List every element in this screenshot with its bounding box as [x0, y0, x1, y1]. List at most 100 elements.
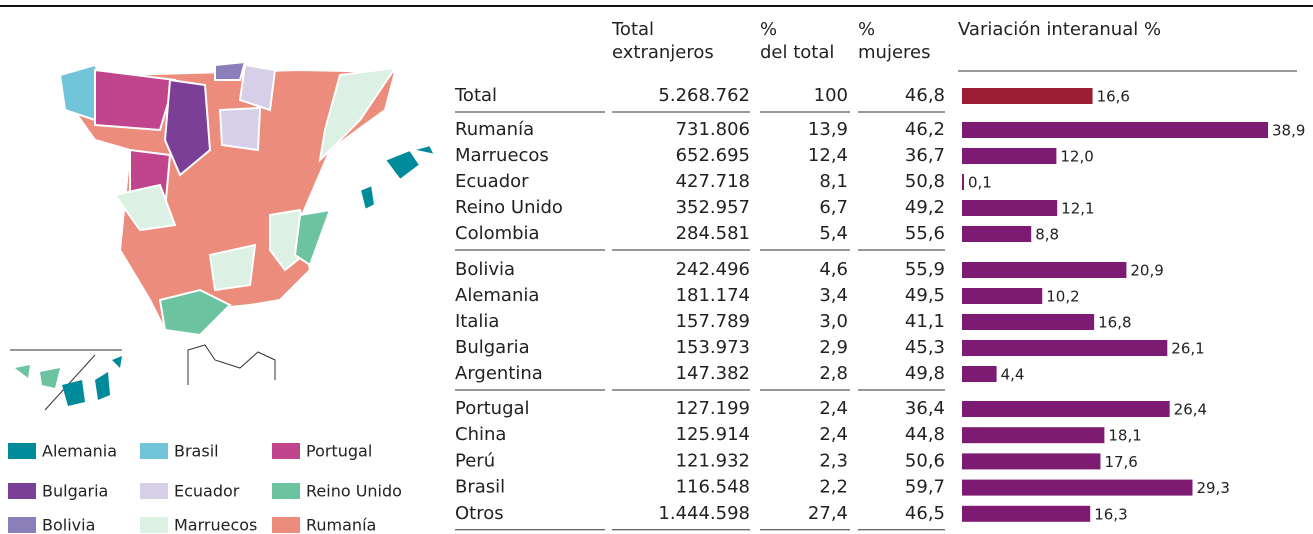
row-label: Total: [454, 85, 497, 106]
legend-swatch: [272, 483, 300, 499]
women-cell: 46,2: [905, 119, 945, 140]
total-cell: 147.382: [676, 363, 750, 384]
women-cell: 45,3: [905, 337, 945, 358]
women-cell: 46,5: [905, 503, 945, 524]
share-cell: 8,1: [819, 171, 848, 192]
row-label: Marruecos: [455, 145, 549, 166]
bar-label: 16,6: [1097, 88, 1130, 106]
row-label: Italia: [455, 311, 499, 332]
women-cell: 44,8: [905, 424, 945, 445]
share-cell: 27,4: [808, 503, 848, 524]
column-header: Total extranjeros: [611, 19, 714, 63]
share-cell: 5,4: [819, 223, 848, 244]
legend-swatch: [8, 443, 36, 459]
total-cell: 5.268.762: [658, 85, 750, 106]
women-cell: 36,7: [905, 145, 945, 166]
legend-swatch: [272, 443, 300, 459]
row-label: Ecuador: [455, 171, 529, 192]
bar: [962, 226, 1032, 242]
bar-label: 18,1: [1108, 427, 1141, 445]
bar-label: 29,3: [1196, 479, 1229, 497]
row-label: Reino Unido: [455, 197, 563, 218]
bar-label: 26,1: [1171, 340, 1204, 358]
women-cell: 55,6: [905, 223, 945, 244]
total-cell: 125.914: [676, 424, 750, 445]
legend-label: Ecuador: [174, 482, 240, 501]
bar-label: 16,8: [1098, 314, 1131, 332]
bar: [962, 401, 1170, 417]
bar: [962, 288, 1043, 304]
legend-swatch: [140, 483, 168, 499]
share-cell: 3,0: [819, 311, 848, 332]
women-cell: 49,8: [905, 363, 945, 384]
bar-label: 26,4: [1174, 401, 1207, 419]
bar: [962, 148, 1057, 164]
bar: [962, 314, 1095, 330]
bar-label: 8,8: [1035, 226, 1059, 244]
bar: [962, 340, 1168, 356]
share-cell: 12,4: [808, 145, 848, 166]
legend-swatch: [8, 517, 36, 533]
row-label: Rumanía: [455, 119, 534, 140]
share-cell: 6,7: [819, 197, 848, 218]
bar-label: 20,9: [1130, 262, 1163, 280]
row-label: China: [455, 424, 506, 445]
bar: [962, 200, 1058, 216]
legend-swatch: [140, 517, 168, 533]
legend-swatch: [140, 443, 168, 459]
legend-label: Marruecos: [174, 516, 257, 534]
women-cell: 50,8: [905, 171, 945, 192]
legend-label: Portugal: [306, 442, 372, 461]
total-cell: 153.973: [676, 337, 750, 358]
bar: [962, 453, 1101, 470]
legend-swatch: [272, 517, 300, 533]
row-label: Otros: [455, 503, 504, 524]
canary-inset: [10, 344, 276, 411]
bar-label: 0,1: [968, 174, 992, 192]
row-label: Bulgaria: [455, 337, 530, 358]
bar: [962, 174, 964, 190]
bar-label: 16,3: [1094, 505, 1127, 523]
bar-label: 38,9: [1272, 122, 1305, 140]
row-label: Alemania: [455, 285, 539, 306]
row-label: Portugal: [455, 398, 530, 419]
total-cell: 1.444.598: [658, 503, 750, 524]
bar: [962, 366, 997, 382]
women-cell: 50,6: [905, 450, 945, 471]
legend-label: Brasil: [174, 442, 219, 461]
bar: [962, 505, 1091, 522]
column-header: % mujeres: [858, 19, 930, 63]
map: [58, 60, 437, 337]
share-cell: 4,6: [819, 259, 848, 280]
legend-swatch: [8, 483, 36, 499]
women-cell: 55,9: [905, 259, 945, 280]
bar-label: 10,2: [1046, 288, 1079, 306]
legend-label: Bolivia: [42, 516, 95, 534]
bar-title: Variación interanual %: [958, 19, 1161, 40]
bar-label: 12,1: [1061, 200, 1094, 218]
share-cell: 2,9: [819, 337, 848, 358]
share-cell: 13,9: [808, 119, 848, 140]
women-cell: 49,5: [905, 285, 945, 306]
bar: [962, 122, 1268, 138]
row-label: Bolivia: [455, 259, 515, 280]
bar: [962, 88, 1093, 104]
legend-label: Reino Unido: [306, 482, 402, 501]
total-cell: 127.199: [676, 398, 750, 419]
share-cell: 2,4: [819, 398, 848, 419]
share-cell: 2,3: [819, 450, 848, 471]
row-label: Colombia: [455, 223, 540, 244]
share-cell: 100: [814, 85, 848, 106]
row-label: Brasil: [455, 477, 505, 498]
legend-label: Bulgaria: [42, 482, 108, 501]
bar: [962, 479, 1193, 496]
total-cell: 731.806: [676, 119, 750, 140]
bar: [962, 262, 1127, 278]
total-cell: 352.957: [676, 197, 750, 218]
women-cell: 46,8: [905, 85, 945, 106]
total-cell: 652.695: [676, 145, 750, 166]
legend-label: Rumanía: [306, 516, 376, 534]
women-cell: 41,1: [905, 311, 945, 332]
bar: [962, 427, 1105, 444]
share-cell: 2,4: [819, 424, 848, 445]
